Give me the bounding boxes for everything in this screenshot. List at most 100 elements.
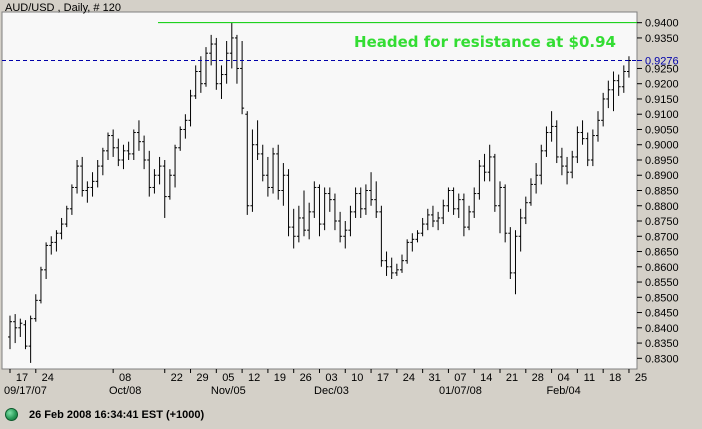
x-day-label: 12 bbox=[248, 372, 260, 384]
ohlc-bar bbox=[353, 187, 358, 218]
ohlc-bar bbox=[302, 190, 307, 237]
x-day-label: 17 bbox=[16, 372, 28, 384]
ohlc-bar bbox=[606, 80, 611, 109]
ohlc-bar bbox=[209, 34, 214, 66]
ohlc-bar bbox=[616, 74, 621, 96]
ohlc-bar bbox=[384, 251, 389, 276]
y-tick-label: 0.8500 bbox=[645, 292, 679, 304]
ohlc-bar bbox=[245, 111, 250, 215]
ohlc-bar bbox=[49, 236, 54, 255]
ohlc-bar bbox=[95, 159, 100, 188]
ohlc-bar bbox=[544, 126, 549, 157]
ohlc-bar bbox=[64, 205, 69, 228]
x-day-label: 31 bbox=[429, 372, 441, 384]
ohlc-bar bbox=[487, 144, 492, 182]
ohlc-bar bbox=[162, 159, 167, 218]
ohlc-bar bbox=[44, 242, 49, 279]
ohlc-bar bbox=[75, 159, 80, 194]
ohlc-bar bbox=[147, 150, 152, 197]
x-day-label: 04 bbox=[557, 372, 569, 384]
y-tick-label: 0.9400 bbox=[645, 18, 679, 30]
ohlc-bar bbox=[13, 314, 18, 344]
chart-title: AUD/USD , Daily, # 120 bbox=[5, 2, 121, 14]
last-price-label: 0.9276 bbox=[645, 56, 679, 68]
ohlc-bar bbox=[332, 193, 337, 231]
ohlc-bar bbox=[425, 208, 430, 231]
ohlc-bar bbox=[214, 37, 219, 90]
ohlc-bar bbox=[286, 169, 291, 237]
ohlc-bar bbox=[229, 22, 234, 69]
ohlc-bar bbox=[80, 156, 85, 197]
ohlc-bar bbox=[389, 257, 394, 279]
ohlc-bar bbox=[503, 184, 508, 243]
ohlc-bar bbox=[570, 150, 575, 179]
ohlc-bar bbox=[255, 120, 260, 160]
x-day-label: 18 bbox=[609, 372, 621, 384]
ohlc-bar bbox=[580, 120, 585, 145]
ohlc-bar bbox=[312, 181, 317, 218]
chart: 0.8300 0.8350 0.8400 0.8450 0.8500 0.8550 0.86… bbox=[1, 2, 679, 397]
ohlc-bar bbox=[508, 227, 513, 279]
y-tick-label: 0.8700 bbox=[645, 231, 679, 243]
x-day-label: 19 bbox=[274, 372, 286, 384]
ohlc-bar bbox=[18, 318, 23, 337]
ohlc-bar bbox=[394, 263, 399, 276]
y-tick-label: 0.9200 bbox=[645, 79, 679, 91]
ohlc-bar bbox=[173, 144, 178, 188]
y-tick-label: 0.8400 bbox=[645, 323, 679, 335]
ohlc-bar bbox=[554, 120, 559, 164]
ohlc-bar bbox=[415, 230, 420, 243]
ohlc-bar bbox=[621, 65, 626, 93]
y-tick-label: 0.9150 bbox=[645, 94, 679, 106]
x-day-label: 29 bbox=[196, 372, 208, 384]
ohlc-bar bbox=[343, 221, 348, 249]
ohlc-bar bbox=[363, 184, 368, 215]
y-tick-label: 0.8550 bbox=[645, 277, 679, 289]
x-month-label: Nov/05 bbox=[211, 385, 246, 397]
reference-lines bbox=[2, 22, 637, 62]
ohlc-bar bbox=[369, 172, 374, 206]
ohlc-bar bbox=[348, 205, 353, 237]
ohlc-bar bbox=[188, 89, 193, 127]
ohlc-bar bbox=[38, 266, 43, 304]
x-axis: 17 24 08 22 29 05 12 19 26 03 10 17 24 31 07 14 21 28 04 11… bbox=[4, 369, 647, 397]
ohlc-bar bbox=[260, 144, 265, 182]
ohlc-bar bbox=[585, 132, 590, 167]
ohlc-bar bbox=[28, 315, 33, 363]
ohlc-bar bbox=[131, 129, 136, 160]
ohlc-bar bbox=[276, 144, 281, 200]
x-day-label: 26 bbox=[300, 372, 312, 384]
ohlc-bar bbox=[400, 254, 405, 273]
x-month-label: Dec/03 bbox=[314, 385, 349, 397]
ohlc-bar bbox=[528, 178, 533, 206]
x-day-label: 28 bbox=[532, 372, 544, 384]
ohlc-bar bbox=[142, 135, 147, 170]
y-tick-label: 0.8800 bbox=[645, 201, 679, 213]
ohlc-bar bbox=[224, 40, 229, 84]
ohlc-bar bbox=[219, 65, 224, 99]
ohlc-bar bbox=[575, 126, 580, 164]
ohlc-bar bbox=[327, 187, 332, 212]
y-tick-label: 0.9000 bbox=[645, 140, 679, 152]
ohlc-bar bbox=[565, 156, 570, 185]
ohlc-bar bbox=[69, 184, 74, 215]
x-month-label: 09/17/07 bbox=[4, 385, 47, 397]
ohlc-bar bbox=[420, 217, 425, 237]
y-tick-label: 0.9250 bbox=[645, 63, 679, 75]
ohlc-bar bbox=[596, 111, 601, 142]
annotation-text: Headed for resistance at $0.94 bbox=[354, 33, 616, 51]
y-tick-label: 0.8850 bbox=[645, 186, 679, 198]
ohlc-bar bbox=[157, 156, 162, 185]
ohlc-bar bbox=[281, 163, 286, 206]
ohlc-bar bbox=[461, 193, 466, 237]
ohlc-bar bbox=[430, 205, 435, 228]
ohlc-bar bbox=[601, 92, 606, 127]
x-day-label: 10 bbox=[351, 372, 363, 384]
ohlc-bar bbox=[121, 144, 126, 170]
ohlc-bar bbox=[296, 205, 301, 243]
status-timestamp: 26 Feb 2008 16:34:41 EST (+1000) bbox=[29, 409, 205, 421]
ohlc-bar bbox=[33, 294, 38, 322]
x-day-label: 11 bbox=[584, 372, 595, 384]
ohlc-bar bbox=[271, 147, 276, 194]
ohlc-bar bbox=[482, 153, 487, 182]
